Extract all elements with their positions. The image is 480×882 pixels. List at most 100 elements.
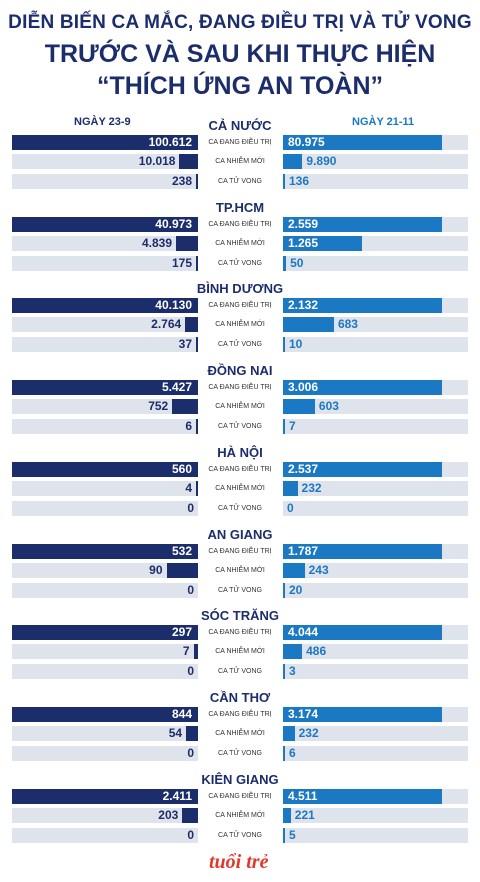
left-value-label: 0 <box>187 500 194 515</box>
metric-label: CA TỬ VONG <box>218 341 262 349</box>
left-value-label: 90 <box>149 562 163 577</box>
metric-label: CA ĐANG ĐIỀU TRỊ <box>208 302 272 310</box>
right-bar <box>283 480 298 496</box>
left-track <box>12 154 198 169</box>
left-bar <box>12 461 198 477</box>
metric-label: CA TỬ VONG <box>218 586 262 594</box>
left-value-label: 4 <box>185 480 192 495</box>
left-bar <box>172 399 198 415</box>
left-bar <box>196 480 198 496</box>
left-track <box>12 255 198 271</box>
left-bar <box>12 135 198 150</box>
region-title: HÀ NỘI <box>217 444 263 460</box>
right-value-label: 2.537 <box>288 461 319 476</box>
left-track <box>12 827 198 843</box>
left-bar <box>193 644 198 660</box>
metric-label: CA TỬ VONG <box>218 259 262 267</box>
left-value-label: 0 <box>187 827 194 842</box>
right-value-label: 50 <box>290 255 304 270</box>
right-value-label: 4.044 <box>288 625 319 640</box>
right-bar <box>283 380 443 396</box>
right-value-label: 3 <box>289 664 296 679</box>
left-track <box>12 562 198 578</box>
right-track <box>283 174 468 189</box>
left-value-label: 238 <box>171 174 192 188</box>
metric-label: CA ĐANG ĐIỀU TRỊ <box>208 465 272 473</box>
right-track <box>283 337 468 353</box>
left-date-header: NGÀY 23-9 <box>74 116 131 128</box>
right-bar <box>283 562 305 578</box>
region-title: SÓC TRĂNG <box>201 608 279 624</box>
right-bar <box>283 725 295 741</box>
right-track <box>283 419 468 435</box>
right-value-label: 2.559 <box>288 216 319 231</box>
left-bar <box>182 807 198 823</box>
metric-label: CA TỬ VONG <box>218 504 262 512</box>
right-bar <box>283 543 443 559</box>
left-bar <box>196 419 198 435</box>
left-bar <box>12 706 198 722</box>
right-value-label: 603 <box>318 399 339 414</box>
metric-label: CA NHIỄM MỚI <box>215 566 265 574</box>
region-title: KIÊN GIANG <box>201 771 279 787</box>
left-value-label: 560 <box>171 461 192 476</box>
right-bar <box>283 337 285 353</box>
metric-label: CA NHIỄM MỚI <box>215 403 265 411</box>
left-track <box>12 399 198 415</box>
right-track <box>283 644 468 660</box>
chart-title-line1: DIỄN BIẾN CA MẮC, ĐANG ĐIỀU TRỊ VÀ TỬ VO… <box>8 12 472 33</box>
right-bar <box>283 419 285 435</box>
left-bar <box>12 216 198 232</box>
left-track <box>12 725 198 741</box>
right-value-label: 2.132 <box>288 298 319 313</box>
right-bar <box>283 235 362 251</box>
right-track <box>283 827 468 843</box>
region-title: TP.HCM <box>215 199 265 215</box>
left-value-label: 6 <box>185 419 192 434</box>
right-bar <box>283 135 443 150</box>
region-title: BÌNH DƯƠNG <box>196 281 284 297</box>
right-track <box>283 664 468 680</box>
right-value-label: 0 <box>287 500 294 515</box>
right-bar <box>283 745 285 761</box>
left-track <box>12 337 198 353</box>
left-value-label: 5.427 <box>161 380 192 395</box>
metric-label: CA TỬ VONG <box>218 423 262 431</box>
metric-label: CA NHIỄM MỚI <box>215 158 265 165</box>
left-value-label: 2.411 <box>162 788 192 803</box>
right-track <box>283 500 468 516</box>
right-track <box>283 582 468 598</box>
right-track <box>283 154 468 169</box>
right-value-label: 232 <box>298 725 319 740</box>
left-value-label: 752 <box>148 399 169 414</box>
left-bar <box>179 154 198 169</box>
left-track <box>12 419 198 435</box>
metric-label: CA TỬ VONG <box>218 178 262 185</box>
metric-label: CA NHIỄM MỚI <box>215 239 265 247</box>
left-value-label: 54 <box>168 725 183 740</box>
left-track <box>12 500 198 516</box>
region-title: CẢ NƯỚC <box>208 118 272 133</box>
right-bar <box>283 788 443 804</box>
region-title: ĐỒNG NAI <box>207 363 273 379</box>
region-title: AN GIANG <box>207 526 273 542</box>
right-bar <box>283 298 443 314</box>
metric-label: CA NHIỄM MỚI <box>215 811 265 819</box>
right-track <box>283 562 468 578</box>
left-bar <box>166 562 198 578</box>
left-bar <box>12 625 198 641</box>
right-bar <box>283 827 285 843</box>
right-value-label: 1.265 <box>288 235 319 250</box>
tuoi-tre-logo: tuổi trẻ <box>209 851 269 873</box>
metric-label: CA TỬ VONG <box>218 831 262 839</box>
right-value-label: 1.787 <box>288 543 319 558</box>
metric-label: CA TỬ VONG <box>218 749 262 757</box>
metric-label: CA NHIỄM MỚI <box>215 729 265 737</box>
metric-label: CA ĐANG ĐIỀU TRỊ <box>208 547 272 555</box>
right-value-label: 7 <box>289 419 296 434</box>
left-value-label: 7 <box>182 644 190 659</box>
left-value-label: 203 <box>158 807 179 822</box>
right-value-label: 683 <box>337 317 358 332</box>
right-track <box>283 745 468 761</box>
right-bar <box>283 154 303 169</box>
